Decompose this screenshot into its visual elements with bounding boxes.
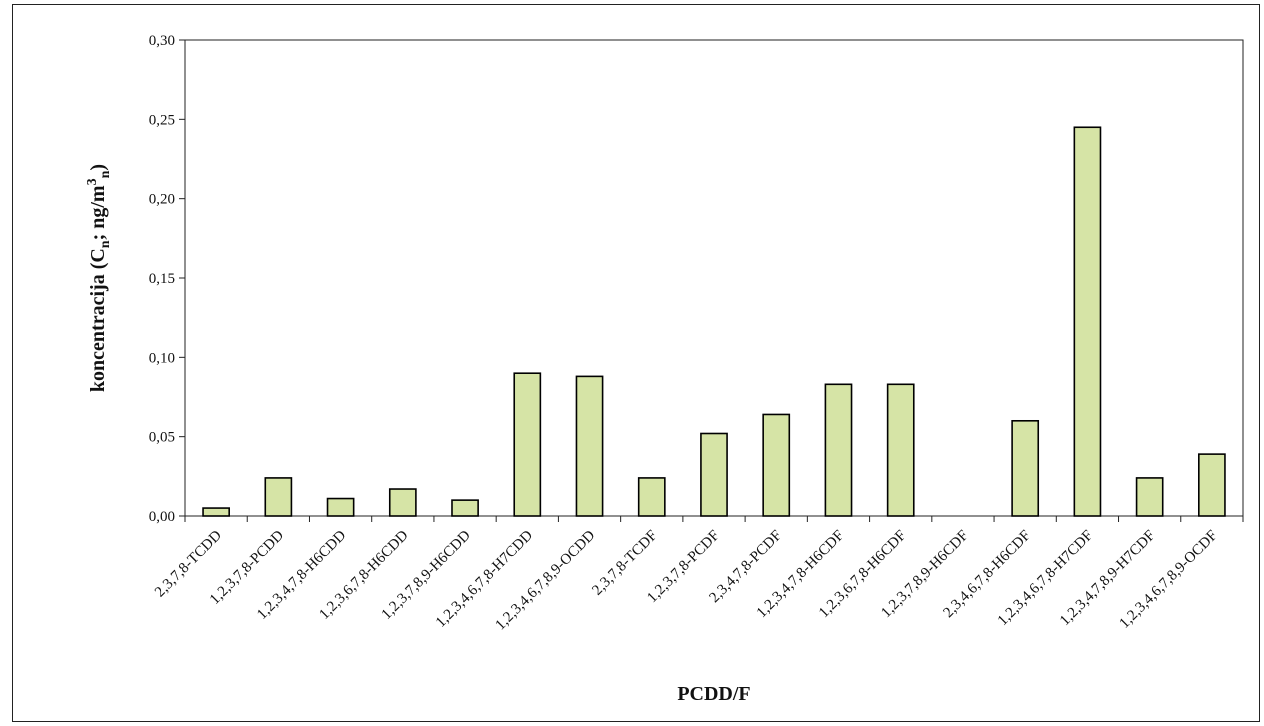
bar-5 (451, 499, 479, 517)
x-axis-title: PCDD/F (677, 683, 750, 705)
bar-14 (1011, 419, 1040, 517)
y-tick-label: 0,10 (149, 350, 175, 366)
bar-8 (637, 477, 666, 517)
bar-10 (762, 413, 791, 517)
y-tick-label: 0,15 (149, 271, 175, 287)
chart-frame (12, 4, 1260, 722)
bar-16 (1135, 477, 1164, 517)
ylabel-suffix: ) (87, 164, 109, 171)
bar-15 (1073, 126, 1102, 517)
bar-1 (202, 507, 230, 517)
bar-3 (326, 497, 355, 517)
ylabel-prefix: koncentracija (C (87, 248, 109, 392)
y-tick-label: 0,30 (149, 33, 175, 49)
x-axis: 2,3,7,8-TCDD1,2,3,7,8-PCDD1,2,3,4,7,8-H6… (152, 516, 1244, 633)
bar-17 (1198, 453, 1226, 517)
y-tick-label: 0,05 (149, 430, 175, 446)
y-axis-title: koncentracija (Cn; ng/m3n) (85, 164, 113, 392)
ylabel-mid: ; ng/m (87, 185, 109, 240)
ylabel-sub1: n (98, 240, 113, 248)
ylabel-sup: 3 (85, 178, 100, 185)
y-tick-label: 0,00 (149, 509, 175, 525)
ylabel-sub2: n (98, 170, 113, 178)
bar-4 (388, 488, 417, 517)
y-axis: 0,00 0,05 0,10 0,15 0,20 0,25 0,30 (149, 33, 185, 525)
bar-6 (513, 372, 542, 517)
bar-9 (700, 432, 728, 517)
y-tick-label: 0,20 (149, 192, 175, 208)
bars (202, 126, 1226, 517)
bar-11 (824, 383, 853, 517)
bar-7 (575, 375, 604, 517)
bar-2 (264, 477, 293, 517)
y-tick-label: 0,25 (149, 112, 175, 128)
bar-12 (886, 383, 915, 517)
